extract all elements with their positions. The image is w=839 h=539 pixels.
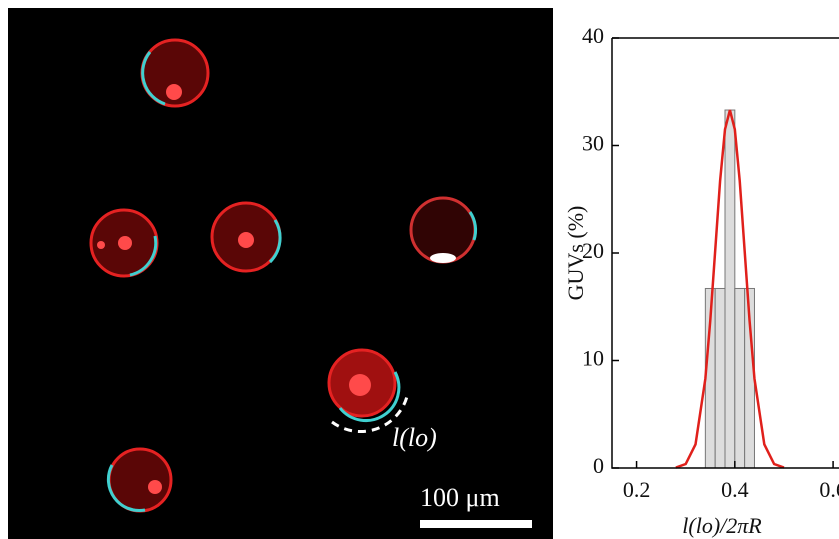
y-tick-label: 0: [593, 453, 604, 478]
micrograph: l(lo) 100 μm: [8, 8, 553, 539]
annotation: l(lo): [392, 423, 437, 452]
y-tick-label: 10: [582, 346, 604, 371]
x-tick-label: 0.2: [623, 477, 651, 502]
figure: l(lo) 100 μm GUVs (%) l(lo)/2πR 01020304…: [0, 0, 839, 539]
y-tick-label: 30: [582, 131, 604, 156]
scale-label: 100 μm: [420, 483, 500, 512]
image-background: [8, 8, 553, 539]
y-tick-label: 40: [582, 23, 604, 48]
y-tick-label: 20: [582, 238, 604, 263]
bar: [735, 288, 745, 468]
bar: [715, 288, 725, 468]
bar: [725, 110, 735, 468]
scale-bar: [420, 520, 532, 528]
x-axis-label: l(lo)/2πR: [682, 513, 762, 538]
x-tick-label: 0.4: [721, 477, 749, 502]
x-tick-label: 0.6: [819, 477, 839, 502]
